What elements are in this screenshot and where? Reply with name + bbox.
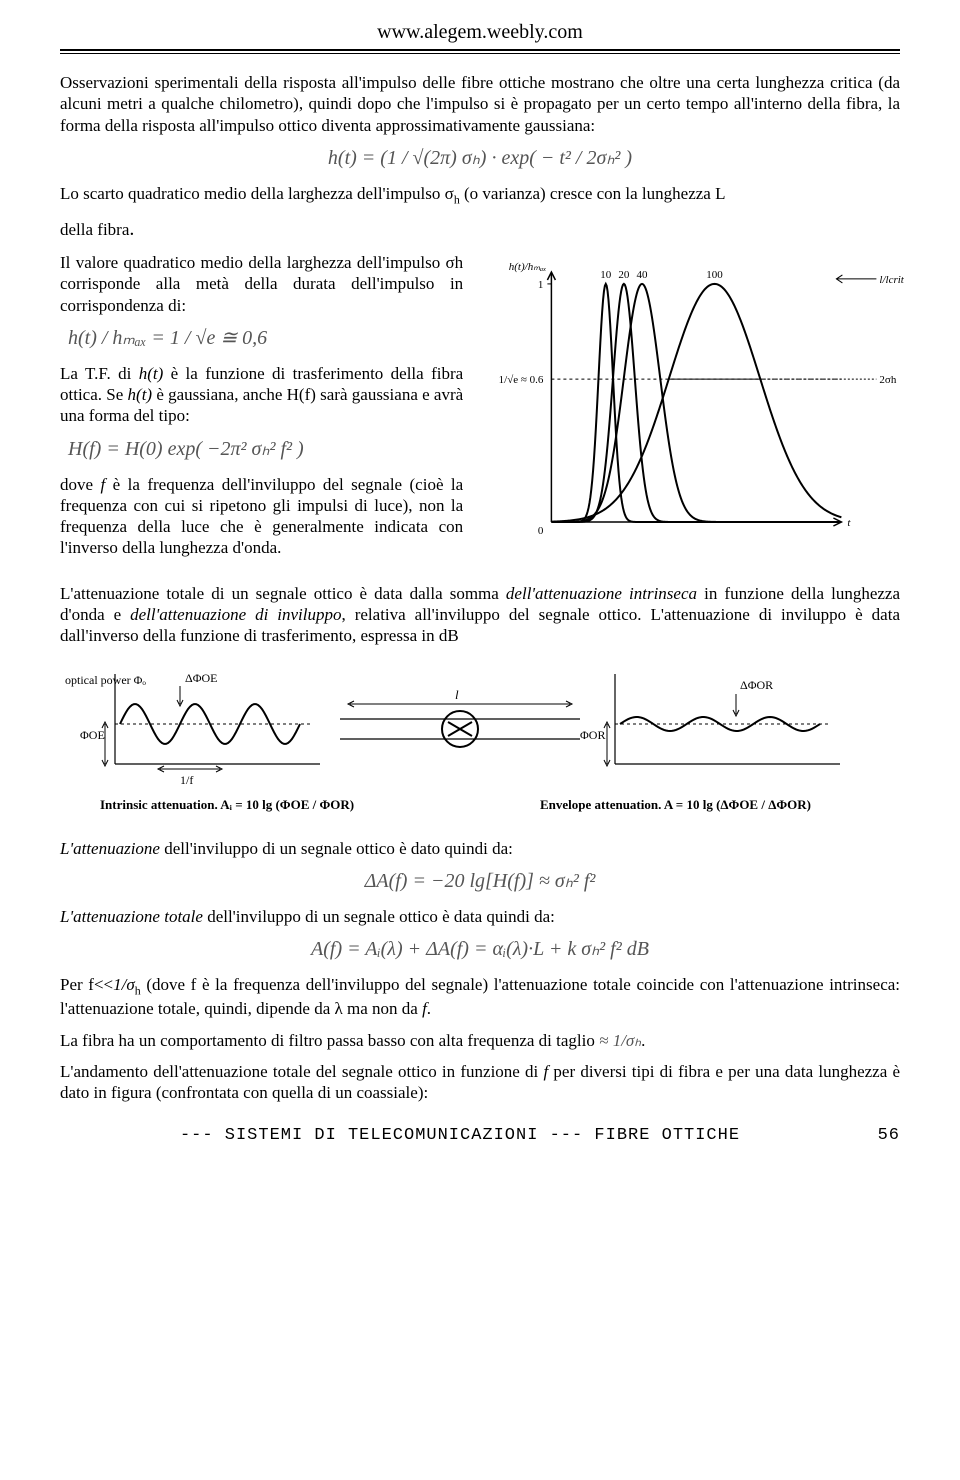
paragraph-8: L'andamento dell'attenuazione totale del… <box>60 1061 900 1104</box>
p6a: Per f<< <box>60 975 113 994</box>
svg-text:40: 40 <box>637 269 649 281</box>
p4b: dell'inviluppo di un segnale ottico è da… <box>160 839 513 858</box>
p4a: L'attenuazione <box>60 839 160 858</box>
paragraph-6: Per f<<1/σh (dove f è la frequenza dell'… <box>60 974 900 1020</box>
left-p2b: h(t) <box>139 364 164 383</box>
p2-part-b: (o varianza) cresce con la lunghezza L <box>460 184 726 203</box>
paragraph-5: L'attenuazione totale dell'inviluppo di … <box>60 906 900 927</box>
p2c-text: della fibra <box>60 220 129 239</box>
p7c: . <box>641 1031 645 1050</box>
formula-deltaA: ΔA(f) = −20 lg[H(f)] ≈ σₕ² f² <box>60 869 900 894</box>
formula-Hf: H(f) = H(0) exp( −2π² σₕ² f² ) <box>60 437 463 462</box>
svg-text:1/√e ≈ 0.6: 1/√e ≈ 0.6 <box>499 374 544 386</box>
left-p3a: dove <box>60 475 100 494</box>
formula-htmax: h(t) / hₘₐₓ = 1 / √e ≅ 0,6 <box>60 326 463 351</box>
svg-text:h(t)/hₘₐₓ: h(t)/hₘₐₓ <box>509 261 547 273</box>
svg-text:Intrinsic attenuation. Aᵢ = 1: Intrinsic attenuation. Aᵢ = 10 lg (ΦOE /… <box>100 797 354 812</box>
svg-text:20: 20 <box>619 269 631 281</box>
header-url: www.alegem.weebly.com <box>60 20 900 49</box>
left-p2d: h(t) <box>128 385 153 404</box>
left-p3c: è la frequenza dell'inviluppo del segnal… <box>60 475 463 558</box>
p3a: L'attenuazione totale di un segnale otti… <box>60 584 506 603</box>
p6e: . <box>427 999 431 1018</box>
two-column-block: Il valore quadratico medio della larghez… <box>60 252 900 569</box>
svg-text:ΦOE: ΦOE <box>80 728 105 742</box>
svg-text:10: 10 <box>600 269 612 281</box>
svg-text:optical power Φₒ: optical power Φₒ <box>65 673 146 687</box>
svg-text:0: 0 <box>538 525 544 537</box>
paragraph-2c: della fibra. <box>60 217 900 242</box>
svg-text:ΔΦOE: ΔΦOE <box>185 671 217 685</box>
page-footer: --- SISTEMI DI TELECOMUNICAZIONI --- FIB… <box>60 1125 900 1146</box>
svg-text:100: 100 <box>706 269 723 281</box>
p6b: 1/σ <box>113 975 135 994</box>
footer-text: --- SISTEMI DI TELECOMUNICAZIONI --- FIB… <box>60 1125 860 1146</box>
p5a: L'attenuazione totale <box>60 907 203 926</box>
header-rule-2 <box>60 53 900 54</box>
gaussian-chart: h(t)/hₘₐₓ 1 1/√e ≈ 0.6 0 t 10 20 40 100 l/lcrit 2σ… <box>483 252 920 552</box>
formula-ht: h(t) = (1 / √(2π) σₕ) · exp( − t² / 2σₕ²… <box>60 146 900 171</box>
left-p3: dove f è la frequenza dell'inviluppo del… <box>60 474 463 559</box>
p2-part-a: Lo scarto quadratico medio della larghez… <box>60 184 454 203</box>
p6c: (dove f è la frequenza dell'inviluppo de… <box>60 975 900 1018</box>
svg-text:Envelope attenuation. A = 10: Envelope attenuation. A = 10 lg (ΔΦOE / … <box>540 797 811 812</box>
left-p1: Il valore quadratico medio della larghez… <box>60 252 463 316</box>
p3b: dell'attenuazione intrinseca <box>506 584 697 603</box>
p7a: La fibra ha un comportamento di filtro p… <box>60 1031 599 1050</box>
paragraph-3: L'attenuazione totale di un segnale otti… <box>60 583 900 647</box>
svg-text:1/f: 1/f <box>180 773 193 787</box>
svg-text:2σh: 2σh <box>880 374 897 386</box>
p5b: dell'inviluppo di un segnale ottico è da… <box>203 907 555 926</box>
paragraph-2: Lo scarto quadratico medio della larghez… <box>60 183 900 207</box>
p8b: f <box>543 1062 553 1081</box>
svg-text:t: t <box>848 517 852 529</box>
svg-text:1: 1 <box>538 279 544 291</box>
paragraph-7: La fibra ha un comportamento di filtro p… <box>60 1030 900 1051</box>
svg-text:l/lcrit: l/lcrit <box>880 274 905 286</box>
svg-text:l: l <box>455 687 459 702</box>
left-column: Il valore quadratico medio della larghez… <box>60 252 463 569</box>
formula-Af: A(f) = Aᵢ(λ) + ΔA(f) = αᵢ(λ)·L + k σₕ² f… <box>60 937 900 962</box>
header-rule-1 <box>60 49 900 51</box>
right-column: h(t)/hₘₐₓ 1 1/√e ≈ 0.6 0 t 10 20 40 100 l/lcrit 2σ… <box>483 252 920 557</box>
p7b: ≈ 1/σₕ <box>599 1031 641 1050</box>
svg-text:ΦOR: ΦOR <box>580 728 605 742</box>
svg-text:ΔΦOR: ΔΦOR <box>740 678 773 692</box>
left-p2: La T.F. di h(t) è la funzione di trasfer… <box>60 363 463 427</box>
paragraph-4: L'attenuazione dell'inviluppo di un segn… <box>60 838 900 859</box>
left-p2a: La T.F. di <box>60 364 139 383</box>
page-number: 56 <box>860 1125 900 1146</box>
p3d: dell'attenuazione di inviluppo <box>130 605 341 624</box>
p8a: L'andamento dell'attenuazione totale del… <box>60 1062 543 1081</box>
attenuation-diagram: optical power Φₒ ΔΦOE ΦOE 1/f Intrinsic atte… <box>60 664 900 824</box>
paragraph-1: Osservazioni sperimentali della risposta… <box>60 72 900 136</box>
